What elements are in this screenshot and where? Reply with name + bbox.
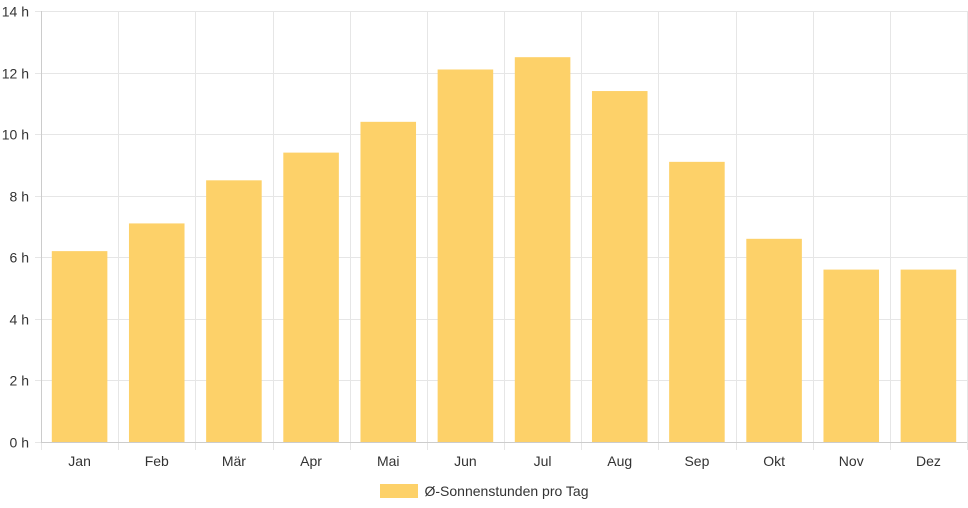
legend-swatch (379, 484, 418, 498)
bar (514, 57, 571, 443)
y-tick-label: 2 h (10, 373, 29, 389)
x-tick-label: Sep (684, 453, 709, 469)
x-tick-label: Nov (839, 453, 864, 469)
y-tick-label: 6 h (10, 250, 29, 266)
x-tick-label: Mai (377, 453, 400, 469)
bar (900, 269, 957, 442)
x-tick-label: Okt (763, 453, 785, 469)
bar (283, 152, 339, 442)
bar (591, 91, 648, 443)
legend[interactable]: Ø-Sonnenstunden pro Tag (0, 480, 968, 502)
axes: 0 h 2 h 4 h 6 h 8 h 10 h 12 h 14 h Jan Feb Mär Apr M… (2, 4, 967, 469)
y-tick-label: 8 h (10, 189, 29, 205)
bars (51, 57, 957, 443)
bar (823, 269, 880, 442)
grid-lines (35, 11, 968, 450)
bar (437, 69, 494, 442)
bar (51, 251, 108, 442)
x-tick-label: Dez (916, 453, 941, 469)
x-tick-label: Aug (607, 453, 632, 469)
x-tick-label: Jul (534, 453, 552, 469)
bar (669, 161, 725, 442)
y-tick-label: 4 h (10, 312, 29, 328)
bar (206, 180, 262, 443)
y-tick-label: 14 h (2, 4, 29, 20)
y-tick-label: 0 h (10, 435, 29, 451)
x-tick-label: Apr (300, 453, 322, 469)
bar (360, 121, 417, 442)
x-tick-label: Jun (454, 453, 477, 469)
y-tick-label: 10 h (2, 127, 29, 143)
x-tick-label: Mär (222, 453, 246, 469)
bar (746, 238, 802, 442)
bar (128, 223, 185, 442)
y-tick-label: 12 h (2, 66, 29, 82)
x-tick-label: Jan (68, 453, 91, 469)
legend-label: Ø-Sonnenstunden pro Tag (424, 483, 589, 499)
x-tick-label: Feb (145, 453, 169, 469)
